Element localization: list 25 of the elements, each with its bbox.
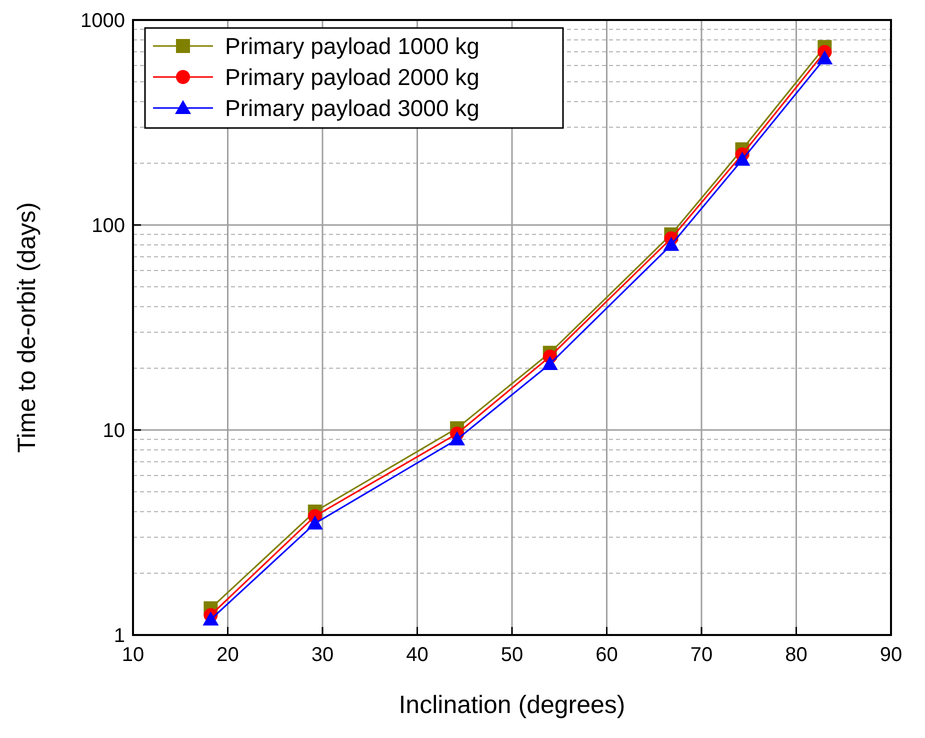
x-tick-label: 80 [785,644,808,666]
x-tick-label: 60 [596,644,618,666]
point [663,236,680,251]
x-tick-label: 50 [500,644,524,666]
point [449,431,466,446]
y-tick-label: 1 [114,625,125,647]
legend-label: Primary payload 1000 kg [225,33,480,60]
x-tick-label: 70 [690,644,713,666]
point [734,152,750,166]
point [306,515,323,530]
y-tick-label: 10 [102,420,125,442]
y-tick-label: 100 [92,215,125,237]
x-axis-title: Inclination (degrees) [398,691,626,719]
point [202,612,219,626]
point [816,50,833,64]
legend-label: Primary payload 3000 kg [225,95,480,122]
y-tick-label: 1000 [80,10,125,32]
x-tick-label: 90 [880,644,902,666]
x-tick-label: 10 [122,644,144,666]
x-tick-label: 30 [311,644,334,666]
x-tick-label: 20 [216,644,239,666]
x-tick-label: 40 [406,644,428,666]
point [542,356,558,370]
legend-label: Primary payload 2000 kg [225,64,480,90]
y-axis-title: Time to de-orbit (days) [13,202,41,453]
